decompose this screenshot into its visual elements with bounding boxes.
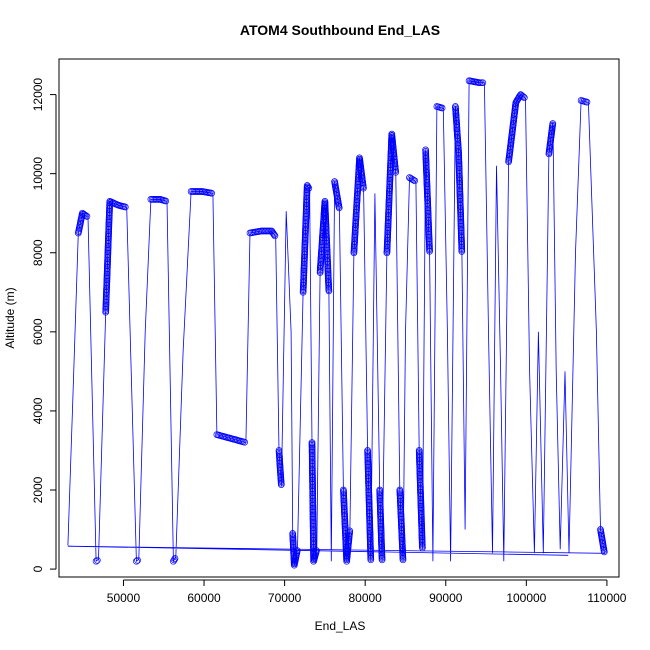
- data-point: [293, 547, 301, 554]
- data-point: [516, 92, 524, 100]
- data-point: [81, 211, 88, 219]
- data-point: [378, 556, 386, 564]
- x-tick-label: 80000: [348, 591, 382, 605]
- data-point: [277, 481, 285, 488]
- y-tick-label: 4000: [31, 397, 45, 424]
- data-point: [346, 527, 354, 535]
- y-axis-label: Altitude (m): [3, 287, 17, 348]
- chart-title: ATOM4 Southbound End_LAS: [240, 22, 440, 38]
- series-line: [67, 80, 605, 566]
- data-point: [519, 93, 527, 100]
- data-point: [79, 209, 86, 217]
- data-point: [583, 98, 591, 106]
- data-point: [263, 227, 271, 235]
- x-tick-label: 70000: [268, 591, 302, 605]
- data-point: [419, 544, 426, 552]
- x-tick-label: 90000: [429, 591, 463, 605]
- y-tick-label: 10000: [31, 157, 45, 191]
- data-point: [458, 248, 466, 255]
- data-point: [162, 197, 170, 205]
- data-point: [392, 168, 400, 176]
- x-tick-label: 110000: [587, 591, 626, 605]
- y-tick-label: 0: [31, 565, 45, 572]
- data-point: [410, 176, 417, 184]
- data-point: [271, 232, 279, 240]
- data-point: [170, 556, 178, 564]
- data-point: [411, 177, 419, 185]
- data-point: [549, 120, 557, 127]
- data-point: [360, 184, 367, 192]
- plot-frame: [58, 58, 620, 578]
- data-point: [426, 247, 433, 255]
- y-tick-label: 12000: [31, 78, 45, 112]
- x-axis-label: End_LAS: [315, 619, 366, 633]
- data-point: [208, 189, 215, 197]
- data-point: [241, 438, 248, 446]
- data-point: [520, 94, 528, 101]
- data-point: [313, 547, 320, 554]
- y-tick-label: 6000: [31, 318, 45, 345]
- x-tick-label: 100000: [506, 591, 546, 605]
- data-point: [479, 79, 487, 87]
- data-point: [325, 287, 333, 295]
- x-tick-label: 60000: [187, 591, 221, 605]
- series-layer: [67, 77, 608, 569]
- data-point: [335, 204, 343, 212]
- data-point: [83, 213, 91, 220]
- data-point: [82, 212, 90, 219]
- data-point: [171, 555, 179, 562]
- y-tick-label: 8000: [31, 239, 45, 266]
- data-point: [93, 556, 101, 564]
- data-point: [92, 557, 100, 565]
- data-point: [270, 231, 278, 238]
- data-point: [438, 104, 446, 112]
- data-point: [121, 203, 129, 211]
- data-point: [399, 556, 407, 564]
- data-point: [367, 556, 375, 564]
- x-tick-label: 50000: [107, 591, 141, 605]
- data-point: [518, 92, 526, 99]
- y-axis: 0 2000 4000 6000 8000 10000 12000: [31, 78, 57, 572]
- data-point: [134, 556, 141, 564]
- data-point: [133, 557, 140, 565]
- y-tick-label: 2000: [31, 476, 45, 503]
- data-point: [600, 548, 608, 556]
- data-point: [477, 79, 485, 87]
- data-point: [476, 79, 483, 87]
- data-point: [305, 184, 313, 192]
- data-point: [80, 210, 87, 218]
- x-axis: 50000 60000 70000 80000 90000 100000 110000: [107, 579, 627, 605]
- data-point: [304, 183, 312, 191]
